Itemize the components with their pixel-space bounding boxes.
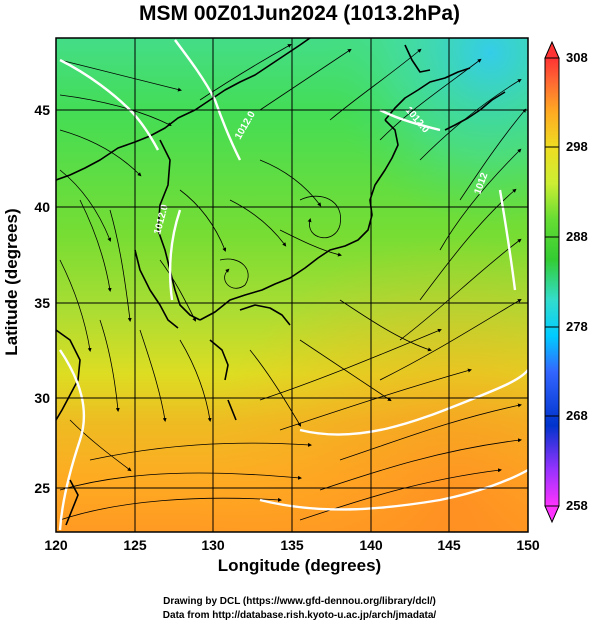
colorbar-label: 258	[566, 498, 588, 513]
x-tick-label: 135	[280, 537, 304, 553]
y-tick-label: 40	[34, 199, 50, 215]
x-tick-label: 125	[123, 537, 147, 553]
grid-lines	[56, 38, 528, 532]
y-tick-label: 35	[34, 295, 50, 311]
y-tick-label: 45	[34, 102, 50, 118]
x-axis-label: Longitude (degrees)	[217, 556, 382, 575]
x-tick-label: 145	[437, 537, 461, 553]
x-tick-label: 120	[44, 537, 68, 553]
x-tick-label: 130	[201, 537, 225, 553]
colorbar-label: 308	[566, 50, 588, 65]
colorbar-label: 278	[566, 319, 588, 334]
y-tick-label: 30	[34, 390, 50, 406]
colorbar: 308 298 288 278 268 258	[544, 40, 588, 524]
data-credit: Data from http://database.rish.kyoto-u.a…	[162, 610, 437, 621]
colorbar-label: 288	[566, 229, 588, 244]
y-tick-label: 25	[34, 480, 50, 496]
wind-streamlines	[59, 44, 527, 521]
colorbar-label: 268	[566, 408, 588, 423]
plot-frame	[55, 37, 529, 533]
x-tick-label: 140	[359, 537, 383, 553]
plot-area: 1012.0 1012.0 1012.0 1012	[56, 38, 528, 532]
x-tick-label: 150	[516, 537, 540, 553]
y-axis-label: Latitude (degrees)	[2, 208, 21, 356]
colorbar-max-arrow	[544, 40, 560, 59]
map-title: MSM 00Z01Jun2024 (1013.2hPa)	[139, 2, 460, 25]
drawing-credit: Drawing by DCL (https://www.gfd-dennou.o…	[163, 596, 436, 607]
colorbar-label: 298	[566, 139, 588, 154]
colorbar-min-arrow	[544, 505, 560, 524]
isobar-contours	[58, 39, 528, 531]
